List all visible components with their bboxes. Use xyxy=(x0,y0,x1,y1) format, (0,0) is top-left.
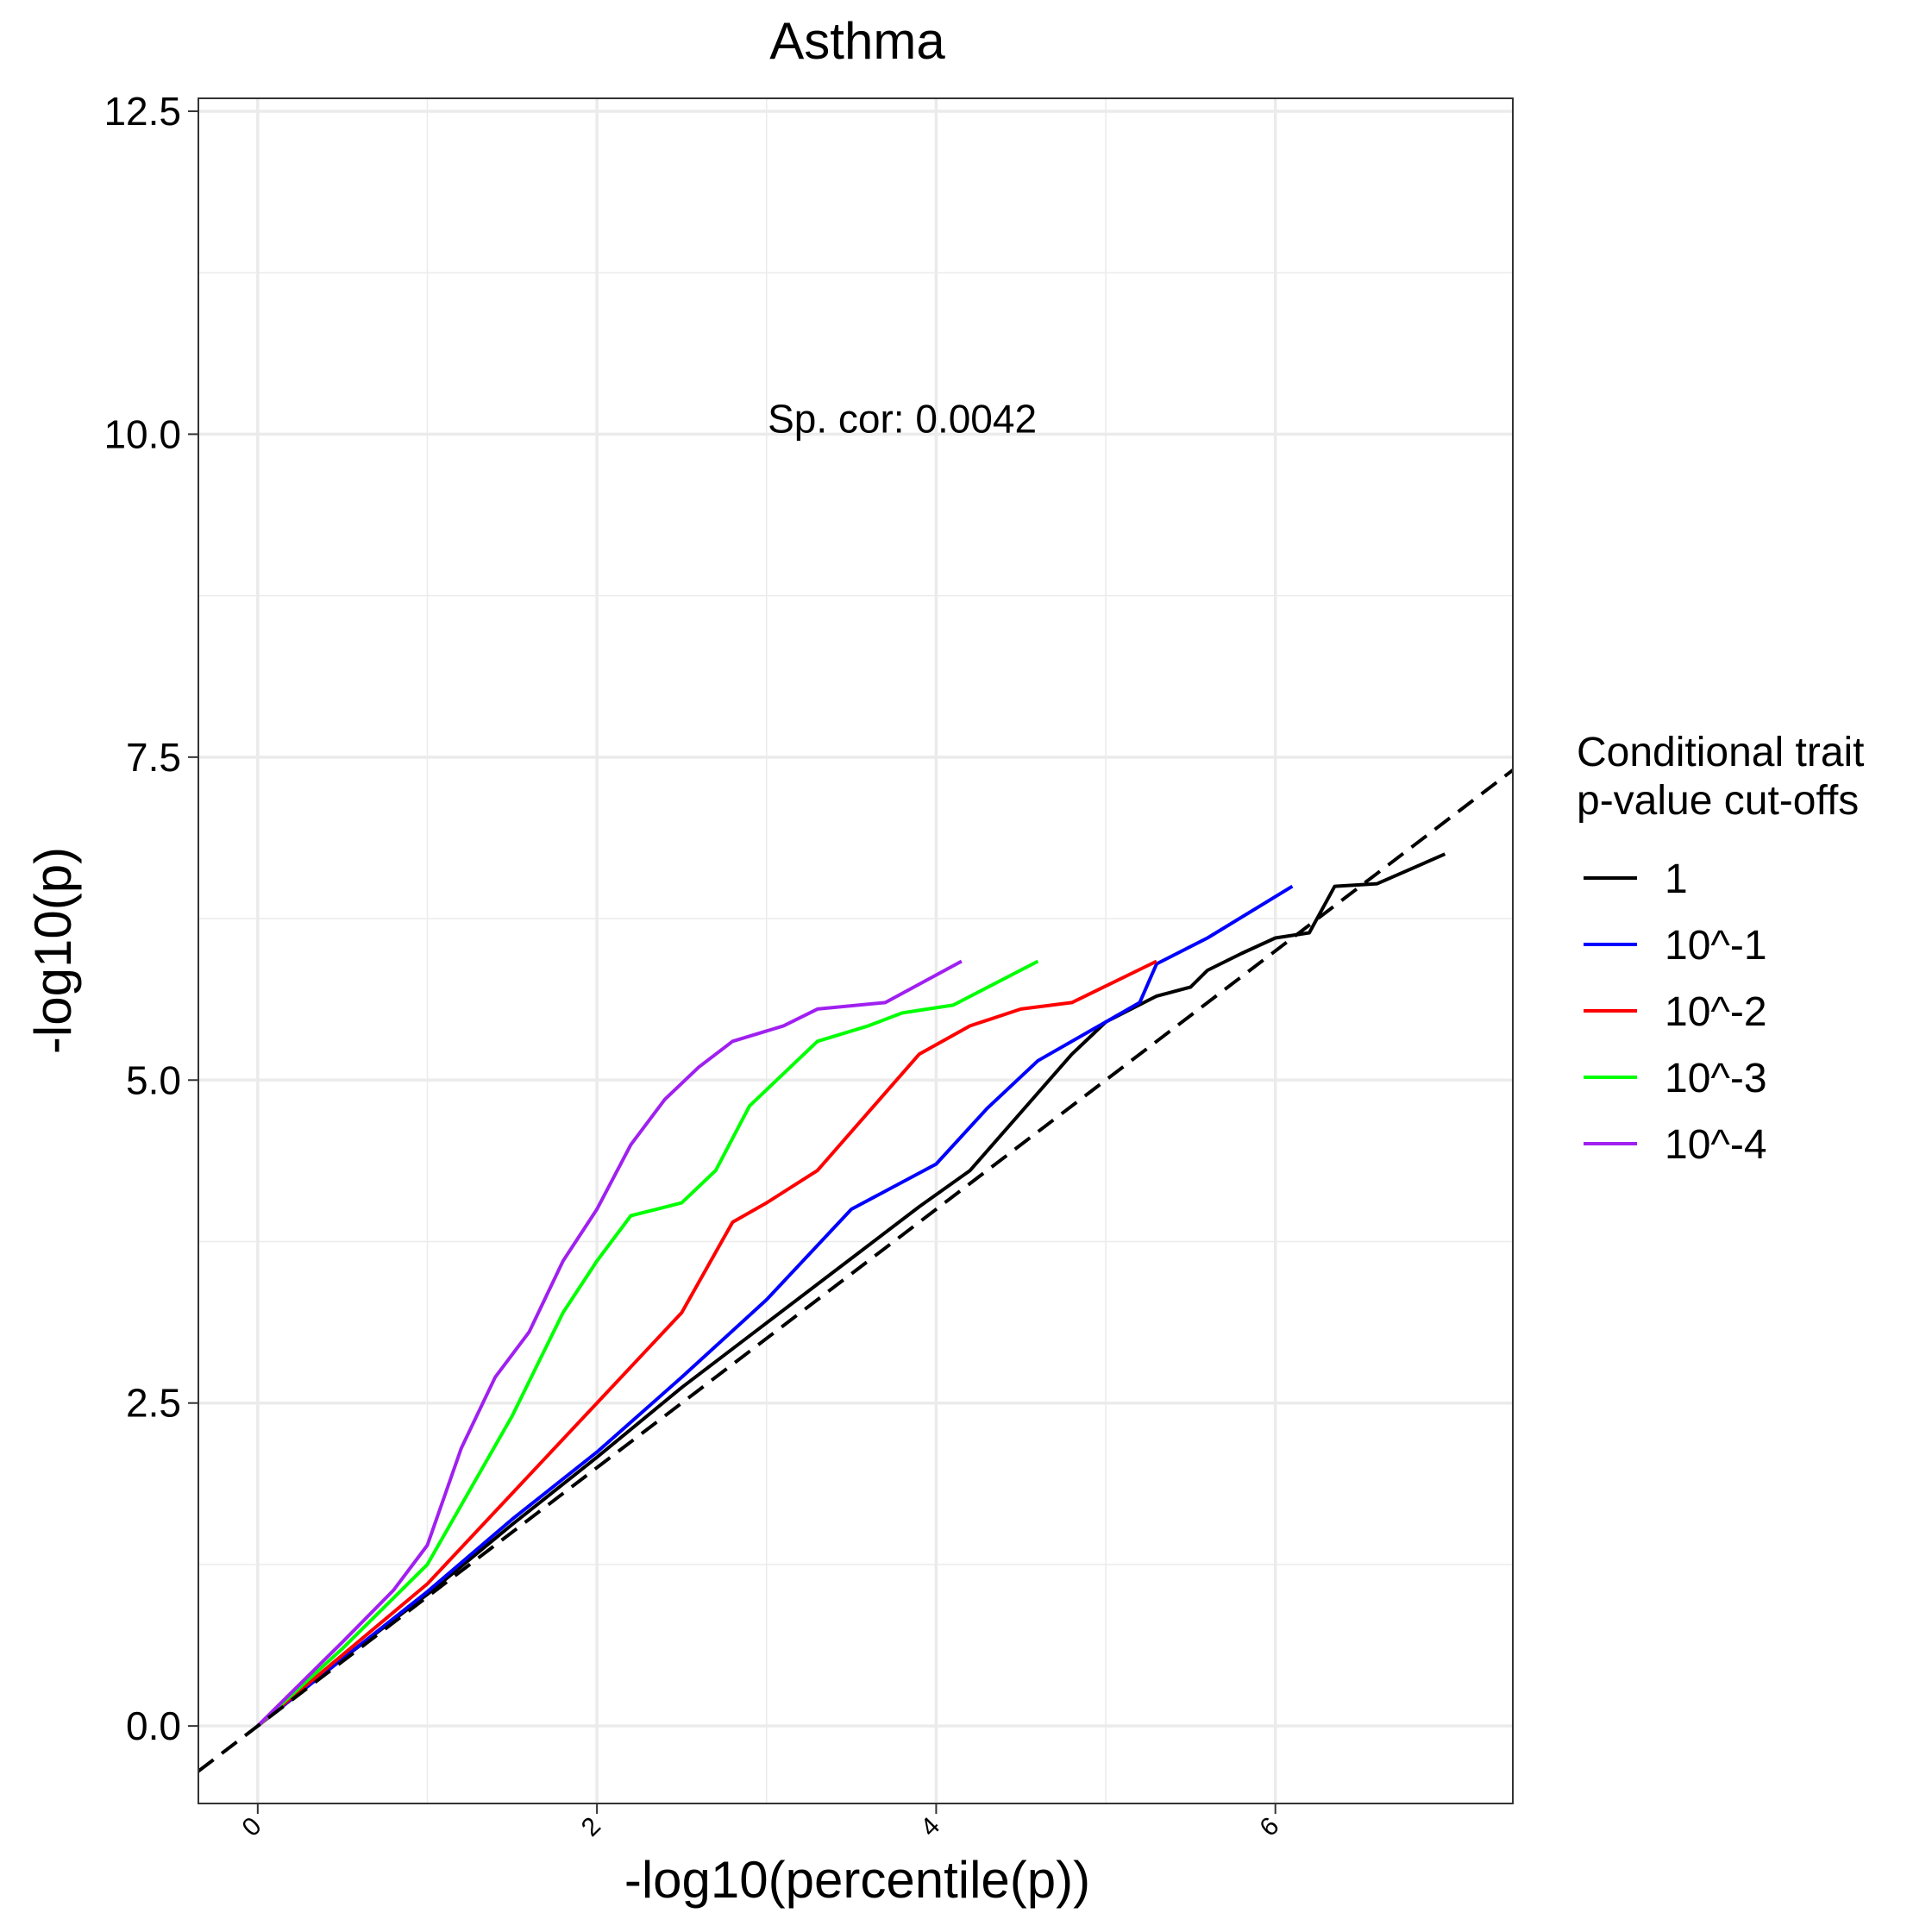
legend-label-10^-2: 10^-2 xyxy=(1665,989,1767,1035)
reference-line xyxy=(198,768,1513,1773)
y-tick-label: 12.5 xyxy=(104,89,181,134)
x-axis-ticks: 0 2 4 6 xyxy=(237,1803,1285,1842)
y-tick-label: 10.0 xyxy=(104,411,181,456)
y-tick-label: 7.5 xyxy=(126,735,181,780)
chart-title: Asthma xyxy=(769,12,945,70)
plot-background xyxy=(198,98,1513,1803)
series-line-10^-2 xyxy=(256,959,1157,1728)
y-tick-label: 2.5 xyxy=(126,1381,181,1426)
x-tick-label: 6 xyxy=(1254,1812,1284,1842)
legend-items: 1 10^-1 10^-2 10^-3 10^-4 xyxy=(1584,856,1767,1168)
x-tick-label: 4 xyxy=(915,1812,945,1842)
y-tick-label: 5.0 xyxy=(126,1057,181,1102)
y-tick-label: 0.0 xyxy=(126,1703,181,1748)
x-axis-label: -log10(percentile(p)) xyxy=(624,1851,1090,1909)
legend-label-10^-1: 10^-1 xyxy=(1665,923,1767,969)
x-tick-label: 2 xyxy=(576,1812,606,1842)
y-axis-ticks: 0.0 2.5 5.0 7.5 10.0 12.5 xyxy=(104,89,198,1748)
legend-label-10^-3: 10^-3 xyxy=(1665,1056,1767,1101)
x-tick-label: 0 xyxy=(237,1812,267,1842)
legend-label-1: 1 xyxy=(1665,856,1688,902)
legend: Conditional trait p-value cut-offs 1 10^-… xyxy=(1577,730,1865,1168)
series-layer xyxy=(256,852,1446,1728)
legend-title-line2: p-value cut-offs xyxy=(1577,778,1859,824)
spearman-correlation-annotation: Sp. cor: 0.0042 xyxy=(768,396,1037,441)
series-line-10^-4 xyxy=(256,959,963,1728)
series-line-10^-1 xyxy=(256,884,1294,1728)
plot-border xyxy=(198,97,1514,1804)
legend-title-line1: Conditional trait xyxy=(1577,730,1865,775)
grid-minor xyxy=(198,98,1513,1803)
legend-label-10^-4: 10^-4 xyxy=(1665,1122,1767,1168)
y-axis-label: -log10(p) xyxy=(24,847,82,1054)
series-line-1 xyxy=(256,852,1446,1728)
series-line-10^-3 xyxy=(256,959,1039,1728)
